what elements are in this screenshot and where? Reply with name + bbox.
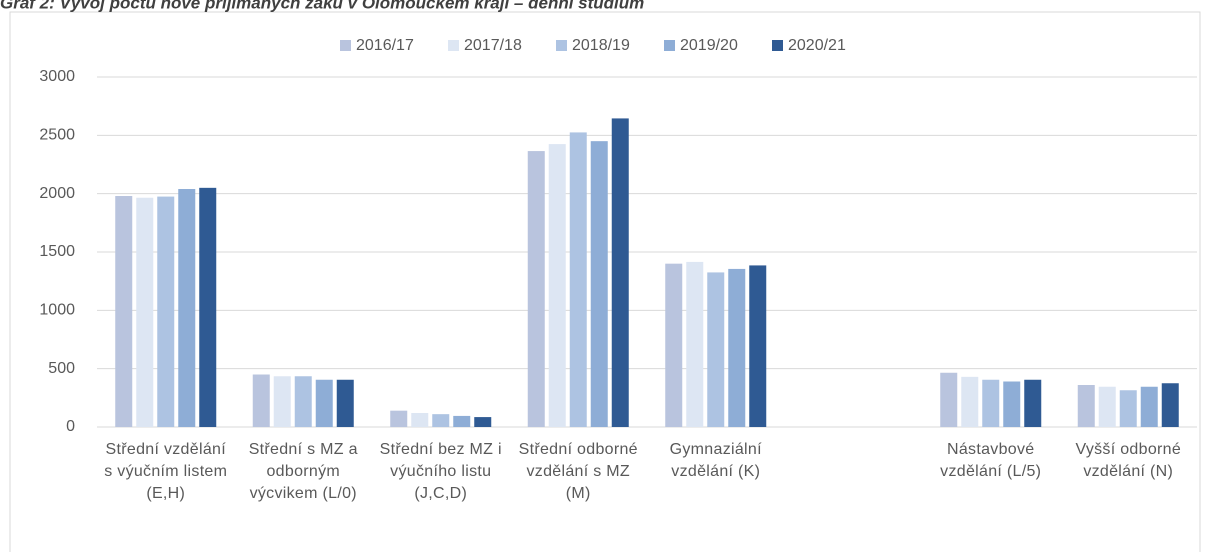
x-tick-label: Gymnaziální vzdělání (K) xyxy=(669,441,762,480)
legend-label: 2017/18 xyxy=(464,37,522,54)
bar xyxy=(749,265,767,427)
bar xyxy=(686,261,704,427)
bar xyxy=(199,187,217,427)
bar xyxy=(982,379,1000,427)
x-tick-label: Vyšší odborné vzdělání (N) xyxy=(1075,441,1182,480)
bar xyxy=(178,189,196,427)
bar xyxy=(157,196,175,427)
bar xyxy=(569,132,587,427)
bar xyxy=(1098,386,1116,427)
bar xyxy=(1161,383,1179,427)
chart-border xyxy=(9,11,1201,552)
bar xyxy=(1077,385,1095,427)
y-tick-label: 2500 xyxy=(39,127,75,144)
y-tick-label: 1500 xyxy=(39,243,75,260)
y-tick-label: 500 xyxy=(48,360,75,377)
bar xyxy=(315,379,333,427)
bar xyxy=(527,151,545,428)
x-tick-label: Střední odborné vzdělání s MZ (M) xyxy=(518,441,638,502)
chart-title: Graf 2: Vývoj počtu nově přijímaných žák… xyxy=(0,0,644,12)
legend-swatch xyxy=(340,40,351,51)
x-tick-label: Střední s MZ a odborným výcvikem (L/0) xyxy=(248,441,358,502)
x-tick-label: Nástavbové vzdělání (L/5) xyxy=(940,441,1042,480)
legend-label: 2019/20 xyxy=(680,37,738,54)
legend-swatch xyxy=(772,40,783,51)
bar xyxy=(1024,379,1042,427)
bar xyxy=(1140,386,1158,427)
y-tick-label: 3000 xyxy=(39,68,75,85)
y-tick-label: 2000 xyxy=(39,185,75,202)
bar xyxy=(611,118,629,428)
bar xyxy=(1003,381,1021,427)
bar xyxy=(252,374,270,427)
bar xyxy=(273,376,291,427)
x-tick-label: Střední vzdělání s výučním listem (E,H) xyxy=(104,441,228,502)
bar xyxy=(453,415,471,427)
x-tick-label: Střední bez MZ i výučního listu (J,C,D) xyxy=(379,441,502,502)
bar xyxy=(961,376,979,427)
y-tick-label: 0 xyxy=(66,418,75,435)
bar xyxy=(294,376,312,427)
legend-swatch xyxy=(664,40,675,51)
bar xyxy=(1119,390,1137,427)
bar xyxy=(728,268,746,427)
bar xyxy=(665,263,683,427)
y-tick-label: 1000 xyxy=(39,302,75,319)
bar xyxy=(707,272,725,427)
legend-label: 2020/21 xyxy=(788,37,846,54)
bar xyxy=(136,197,154,427)
legend-label: 2016/17 xyxy=(356,37,414,54)
bar xyxy=(115,196,133,427)
legend-label: 2018/19 xyxy=(572,37,630,54)
bar xyxy=(548,144,566,428)
bar xyxy=(336,379,354,427)
legend-swatch xyxy=(556,40,567,51)
legend-swatch xyxy=(448,40,459,51)
bar xyxy=(590,141,608,427)
bar xyxy=(390,410,408,427)
bar xyxy=(940,372,958,427)
bar xyxy=(411,413,429,427)
bar xyxy=(474,417,492,427)
bar xyxy=(432,414,450,427)
